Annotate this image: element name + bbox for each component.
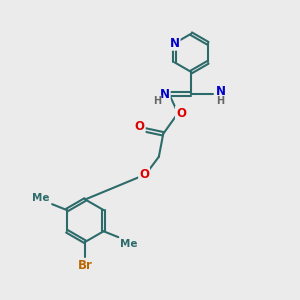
Text: O: O bbox=[139, 168, 149, 181]
Text: Me: Me bbox=[32, 193, 50, 203]
Text: Br: Br bbox=[78, 259, 93, 272]
Text: Me: Me bbox=[120, 238, 137, 249]
Text: O: O bbox=[176, 107, 186, 120]
Text: N: N bbox=[169, 37, 180, 50]
Text: H: H bbox=[153, 95, 161, 106]
Text: N: N bbox=[216, 85, 226, 98]
Text: O: O bbox=[135, 120, 145, 133]
Text: N: N bbox=[160, 88, 170, 100]
Text: H: H bbox=[217, 95, 225, 106]
